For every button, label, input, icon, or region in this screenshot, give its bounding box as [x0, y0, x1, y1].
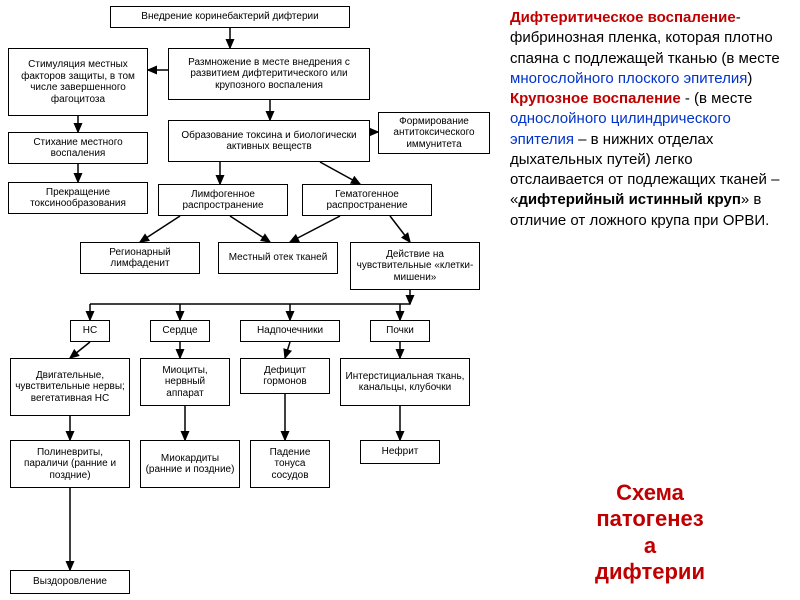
flow-node-n21: Полиневриты, параличи (ранние и поздние): [10, 440, 130, 488]
flow-node-n2: Стимуляция местных факторов защиты, в то…: [8, 48, 148, 116]
flow-node-n25: Выздоровление: [10, 570, 130, 594]
flowchart-container: Внедрение коринебактерий дифтерии Стимуля…: [0, 0, 500, 600]
flow-node-n24: Нефрит: [360, 440, 440, 464]
flow-node-n20: Интерстициальная ткань, канальцы, клубоч…: [340, 358, 470, 406]
flow-node-n9: Гематогенное распространение: [302, 184, 432, 216]
flow-node-n5: Формирование антитоксического иммунитета: [378, 112, 490, 154]
flow-node-n8: Лимфогенное распространение: [158, 184, 288, 216]
flow-node-n13: НС: [70, 320, 110, 342]
flow-node-n16: Почки: [370, 320, 430, 342]
term-croupous: Крупозное воспаление: [510, 90, 681, 107]
flow-node-n1: Внедрение коринебактерий дифтерии: [110, 6, 350, 28]
flow-node-n4: Образование токсина и биологически актив…: [168, 120, 370, 162]
flow-node-n18: Миоциты, нервный аппарат: [140, 358, 230, 406]
flow-node-n7: Прекращение токсинообразования: [8, 182, 148, 214]
flow-node-n11: Местный отек тканей: [218, 242, 338, 274]
side-description: Дифтеритическое воспаление- фибринозная …: [510, 8, 790, 231]
flow-node-n22: Миокардиты (ранние и поздние): [140, 440, 240, 488]
flow-node-n14: Сердце: [150, 320, 210, 342]
flow-node-n17: Двигательные, чувствительные нервы; веге…: [10, 358, 130, 416]
true-croup: дифтерийный истинный круп: [518, 191, 741, 208]
flow-node-n10: Регионарный лимфаденит: [80, 242, 200, 274]
flow-node-n15: Надпочечники: [240, 320, 340, 342]
epithelium-multilayer: многослойного плоского эпителия: [510, 70, 747, 87]
flow-node-n19: Дефицит гормонов: [240, 358, 330, 394]
scheme-title: Схема патогенез а дифтерии: [550, 480, 750, 586]
flow-node-n3: Размножение в месте внедрения с развитие…: [168, 48, 370, 100]
term-diphtheritic: Дифтеритическое воспаление: [510, 9, 736, 26]
flow-node-n6: Стихание местного воспаления: [8, 132, 148, 164]
flow-node-n23: Падение тонуса сосудов: [250, 440, 330, 488]
flow-node-n12: Действие на чувствительные «клетки-мишен…: [350, 242, 480, 290]
